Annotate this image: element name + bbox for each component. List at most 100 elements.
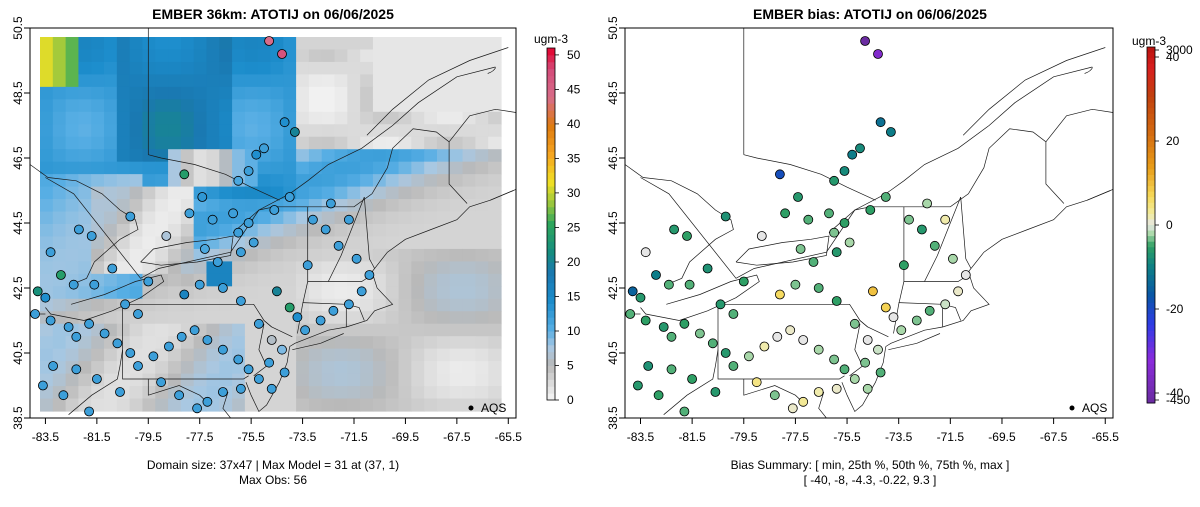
grid-cell: [52, 348, 67, 362]
grid-cell: [168, 348, 182, 362]
grid-cell: [424, 398, 438, 412]
right-colorbar-swatch: [1147, 197, 1155, 204]
left-colorbar-swatch: [547, 255, 555, 263]
grid-cell: [155, 286, 169, 300]
grid-cell: [283, 37, 297, 51]
left-y-tick-label: 44.5: [11, 211, 25, 235]
boundary-line: [366, 47, 509, 136]
grid-cell: [488, 99, 502, 113]
grid-cell: [436, 361, 451, 375]
right-colorbar-swatch: [1147, 91, 1155, 98]
grid-cell: [257, 286, 272, 300]
grid-cell: [206, 86, 220, 100]
grid-cell: [488, 149, 502, 163]
right-obs-marker: [924, 305, 935, 316]
boundary-line: [640, 274, 760, 321]
grid-cell: [360, 99, 374, 113]
grid-cell: [449, 211, 464, 225]
grid-cell: [155, 99, 169, 113]
grid-cell: [168, 149, 182, 163]
left-obs-marker: [48, 361, 58, 371]
left-obs-marker: [212, 257, 223, 267]
grid-cell: [436, 161, 451, 175]
grid-cell: [296, 111, 310, 125]
grid-cell: [449, 361, 464, 375]
grid-cell: [296, 248, 310, 262]
grid-cell: [244, 336, 259, 350]
left-obs-marker: [133, 361, 143, 371]
boundary-line: [148, 154, 280, 201]
grid-cell: [232, 74, 246, 88]
grid-cell: [142, 386, 156, 400]
grid-cell: [206, 323, 220, 337]
grid-cell: [206, 224, 220, 238]
grid-cell: [398, 336, 412, 350]
right-colorbar-swatch: [1147, 386, 1155, 393]
left-obs-marker: [233, 354, 244, 365]
right-obs-marker: [769, 390, 780, 401]
grid-cell: [78, 186, 92, 200]
island-mark: [1084, 67, 1093, 74]
grid-cell: [142, 111, 156, 125]
grid-cell: [155, 248, 169, 262]
right-obs-marker: [775, 289, 785, 300]
grid-cell: [116, 311, 131, 325]
grid-cell: [104, 136, 118, 150]
grid-cell: [52, 99, 67, 113]
grid-cell: [296, 74, 310, 88]
left-colorbar-swatch: [547, 372, 555, 380]
grid-cell: [449, 373, 464, 387]
grid-cell: [257, 298, 272, 312]
grid-cell: [449, 261, 464, 275]
left-colorbar-swatch: [547, 275, 555, 284]
grid-cell: [91, 211, 105, 225]
grid-cell: [219, 161, 233, 175]
grid-cell: [372, 136, 387, 150]
grid-cell: [475, 199, 489, 213]
grid-cell: [334, 61, 348, 75]
grid-cell: [411, 124, 425, 138]
grid-cell: [411, 386, 425, 400]
grid-cell: [206, 174, 220, 188]
grid-cell: [488, 398, 502, 412]
grid-cell: [398, 211, 412, 225]
grid-cell: [244, 49, 259, 63]
right-colorbar-swatch: [1147, 236, 1155, 243]
left-colorbar-swatch: [547, 213, 555, 222]
right-obs-marker: [829, 227, 839, 238]
grid-cell: [398, 199, 412, 213]
grid-cell: [308, 373, 323, 387]
grid-cell: [321, 386, 336, 400]
right-obs-marker: [880, 302, 891, 313]
grid-cell: [436, 61, 451, 75]
left-colorbar-tick-label: 40: [567, 117, 581, 131]
grid-cell: [257, 398, 272, 412]
grid-cell: [385, 186, 400, 200]
left-obs-marker: [251, 149, 262, 160]
grid-cell: [78, 348, 92, 362]
right-obs-marker: [839, 364, 850, 375]
grid-cell: [244, 186, 259, 200]
grid-cell: [411, 286, 425, 300]
right-colorbar-swatch: [1147, 219, 1155, 226]
grid-cell: [334, 74, 348, 88]
boundary-line: [717, 301, 845, 380]
right-legend-label: AQS: [1082, 401, 1107, 415]
grid-cell: [65, 37, 80, 51]
grid-cell: [283, 174, 297, 188]
left-obs-marker: [107, 263, 118, 274]
right-obs-marker: [813, 387, 824, 397]
grid-cell: [436, 186, 451, 200]
grid-cell: [424, 136, 438, 150]
grid-cell: [142, 323, 156, 337]
grid-cell: [424, 224, 438, 238]
grid-cell: [424, 37, 438, 51]
right-obs-marker: [640, 315, 651, 326]
grid-cell: [65, 136, 80, 150]
grid-cell: [462, 124, 476, 138]
left-legend-label: AQS: [481, 401, 506, 415]
grid-cell: [78, 49, 92, 63]
grid-cell: [296, 161, 310, 175]
grid-cell: [232, 311, 246, 325]
